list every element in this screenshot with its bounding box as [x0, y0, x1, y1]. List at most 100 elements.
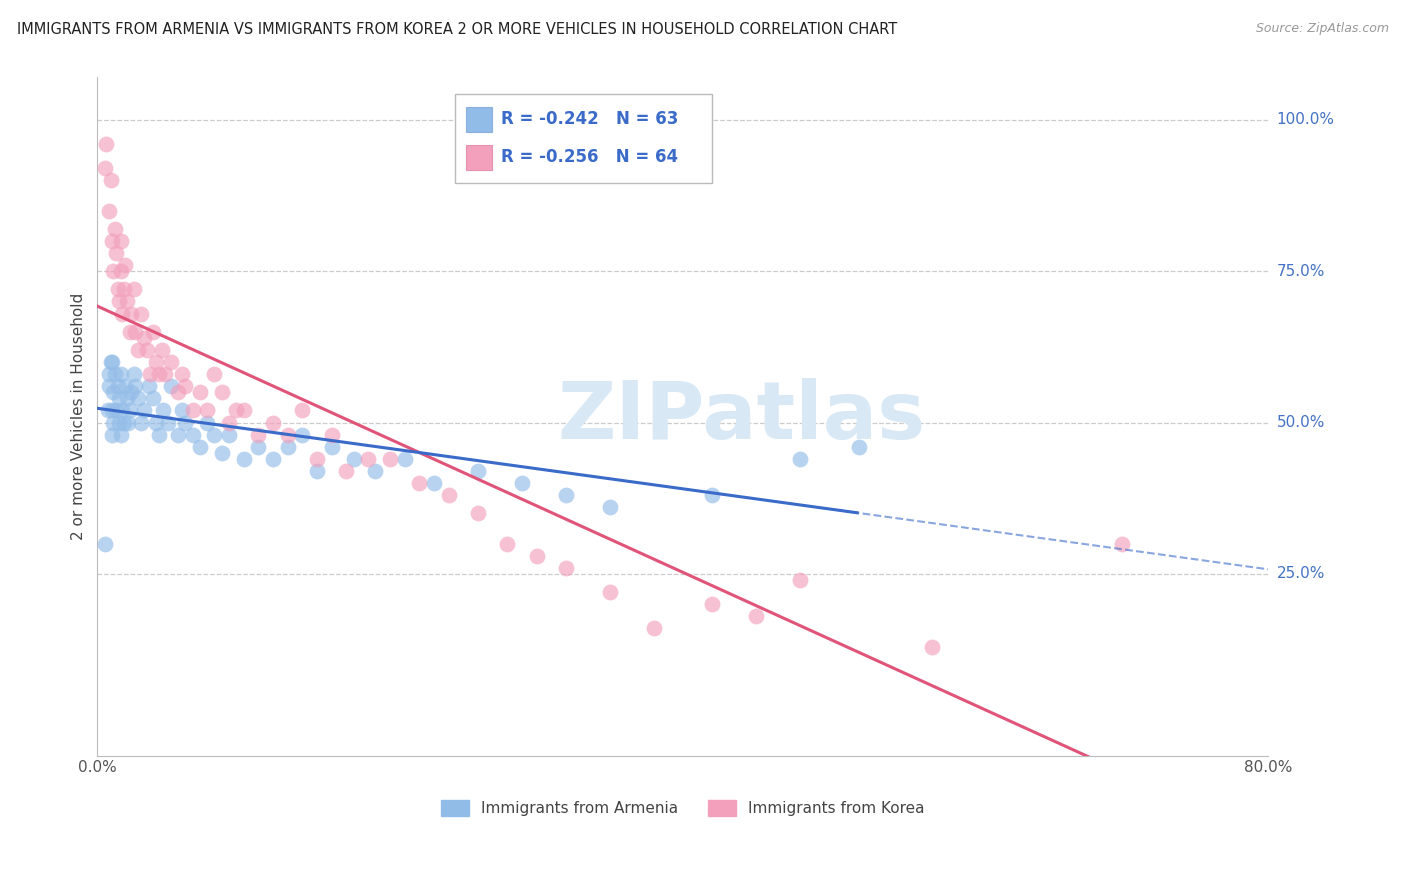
Point [104, 367, 127, 381]
Point [526, 549, 548, 563]
Point [211, 385, 233, 400]
Text: R = -0.242   N = 63: R = -0.242 N = 63 [502, 111, 679, 128]
Point [129, 416, 152, 430]
Point [142, 325, 165, 339]
Point [277, 440, 299, 454]
Point [107, 379, 129, 393]
Point [94, 136, 117, 151]
Point [117, 416, 139, 430]
Point [127, 343, 149, 357]
Point [159, 379, 181, 393]
Point [105, 403, 128, 417]
Point [111, 307, 134, 321]
Point [342, 451, 364, 466]
Point [378, 451, 401, 466]
Point [167, 385, 190, 400]
Point [848, 440, 870, 454]
Point [364, 464, 387, 478]
Point [745, 609, 768, 624]
Point [218, 427, 240, 442]
Point [204, 367, 226, 381]
Point [103, 264, 125, 278]
Point [127, 392, 149, 406]
Text: 25.0%: 25.0% [1277, 566, 1324, 582]
Point [105, 246, 128, 260]
Point [152, 403, 174, 417]
Point [232, 451, 254, 466]
Point [181, 427, 204, 442]
Point [291, 403, 314, 417]
Text: 50.0%: 50.0% [1277, 415, 1324, 430]
FancyBboxPatch shape [467, 145, 492, 170]
Point [195, 416, 218, 430]
Point [321, 440, 343, 454]
Point [110, 234, 132, 248]
Point [101, 355, 124, 369]
Point [122, 367, 145, 381]
Point [599, 585, 621, 599]
Point [101, 403, 124, 417]
Point [153, 367, 176, 381]
Point [262, 451, 284, 466]
Point [138, 379, 160, 393]
Point [225, 403, 247, 417]
Point [335, 464, 357, 478]
Point [108, 392, 131, 406]
Point [921, 640, 943, 654]
Point [423, 476, 446, 491]
Point [277, 427, 299, 442]
Point [167, 427, 190, 442]
FancyBboxPatch shape [454, 95, 713, 183]
Text: 75.0%: 75.0% [1277, 264, 1324, 278]
Point [174, 416, 197, 430]
Point [437, 488, 460, 502]
Point [112, 416, 135, 430]
Point [148, 367, 170, 381]
Point [93, 536, 115, 550]
Point [174, 379, 197, 393]
Text: 100.0%: 100.0% [1277, 112, 1334, 128]
Point [305, 451, 328, 466]
Point [98, 203, 121, 218]
Point [124, 379, 146, 393]
Point [115, 392, 138, 406]
Point [114, 379, 136, 393]
Point [321, 427, 343, 442]
Point [129, 307, 152, 321]
Point [172, 403, 194, 417]
Point [643, 622, 665, 636]
Point [120, 385, 142, 400]
Point [789, 451, 811, 466]
Point [97, 403, 120, 417]
Point [139, 367, 162, 381]
Point [247, 427, 270, 442]
Point [110, 367, 132, 381]
Legend: Immigrants from Armenia, Immigrants from Korea: Immigrants from Armenia, Immigrants from… [434, 794, 931, 822]
Point [104, 222, 127, 236]
Point [110, 427, 132, 442]
Point [204, 427, 226, 442]
Point [211, 446, 233, 460]
Point [599, 500, 621, 515]
Point [100, 355, 122, 369]
Point [554, 561, 576, 575]
Point [115, 294, 138, 309]
Point [554, 488, 576, 502]
Point [110, 264, 132, 278]
Point [122, 282, 145, 296]
Point [247, 440, 270, 454]
Point [111, 403, 134, 417]
Point [145, 355, 167, 369]
Point [702, 597, 724, 611]
Text: Source: ZipAtlas.com: Source: ZipAtlas.com [1256, 22, 1389, 36]
Point [124, 325, 146, 339]
Point [148, 427, 170, 442]
Point [103, 385, 125, 400]
Point [108, 416, 131, 430]
Point [114, 258, 136, 272]
Point [789, 573, 811, 587]
Point [218, 416, 240, 430]
Point [120, 307, 142, 321]
Point [181, 403, 204, 417]
Point [136, 343, 159, 357]
